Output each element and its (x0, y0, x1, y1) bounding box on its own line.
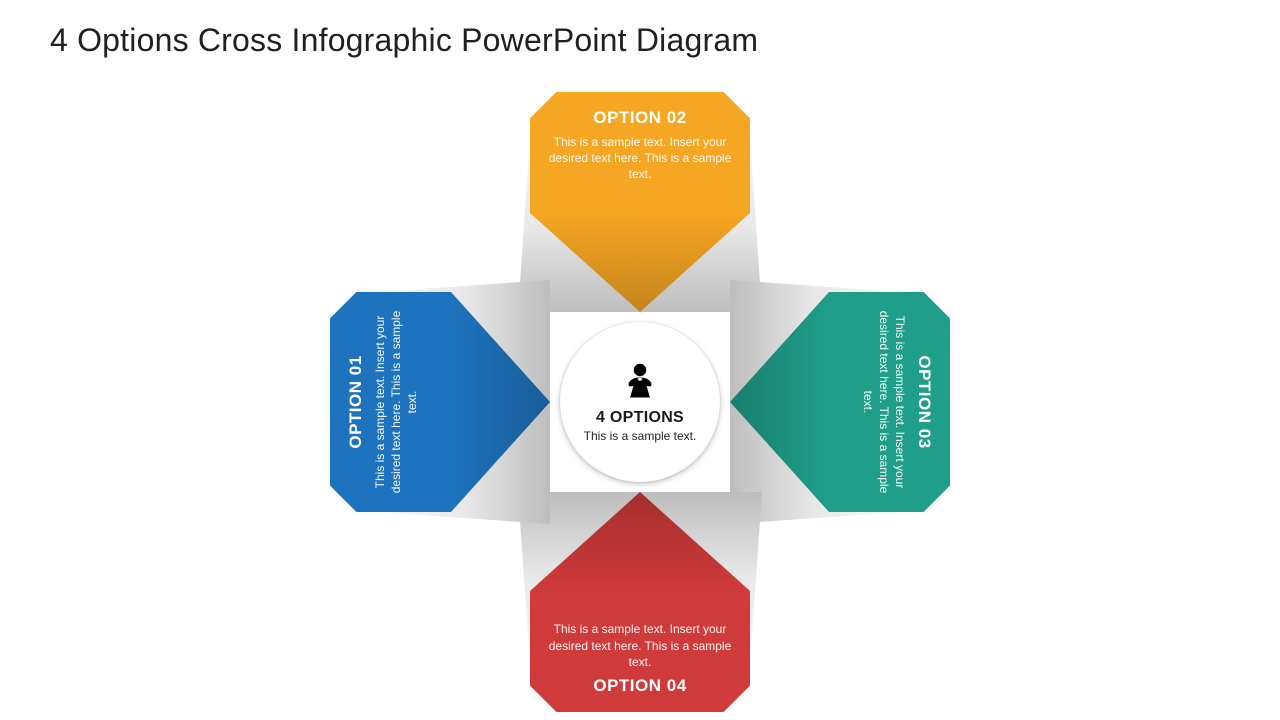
petal-option-02: OPTION 02 This is a sample text. Insert … (530, 92, 750, 312)
petal-title-option-01: OPTION 01 (346, 355, 366, 448)
center-circle: 4 OPTIONS This is a sample text. (560, 322, 720, 482)
center-body: This is a sample text. (584, 429, 697, 444)
petal-option-03: OPTION 03 This is a sample text. Insert … (730, 292, 950, 512)
petal-title-option-03: OPTION 03 (914, 355, 934, 448)
slide: 4 Options Cross Infographic PowerPoint D… (0, 0, 1280, 720)
petal-body-option-04: This is a sample text. Insert your desir… (545, 621, 735, 670)
petal-option-01: OPTION 01 This is a sample text. Insert … (330, 292, 550, 512)
center-title: 4 OPTIONS (596, 409, 684, 427)
petal-body-option-01: This is a sample text. Insert your desir… (372, 307, 421, 497)
petal-title-option-02: OPTION 02 (593, 108, 686, 128)
petal-shape-right: OPTION 03 This is a sample text. Insert … (730, 292, 950, 512)
petal-shape-top: OPTION 02 This is a sample text. Insert … (530, 92, 750, 312)
person-icon (620, 360, 660, 409)
petal-body-option-02: This is a sample text. Insert your desir… (545, 134, 735, 183)
slide-title: 4 Options Cross Infographic PowerPoint D… (50, 22, 758, 59)
petal-shape-bottom: OPTION 04 This is a sample text. Insert … (530, 492, 750, 712)
petal-title-option-04: OPTION 04 (593, 676, 686, 696)
petal-body-option-03: This is a sample text. Insert your desir… (859, 307, 908, 497)
petal-option-04: OPTION 04 This is a sample text. Insert … (530, 492, 750, 712)
petal-shape-left: OPTION 01 This is a sample text. Insert … (330, 292, 550, 512)
